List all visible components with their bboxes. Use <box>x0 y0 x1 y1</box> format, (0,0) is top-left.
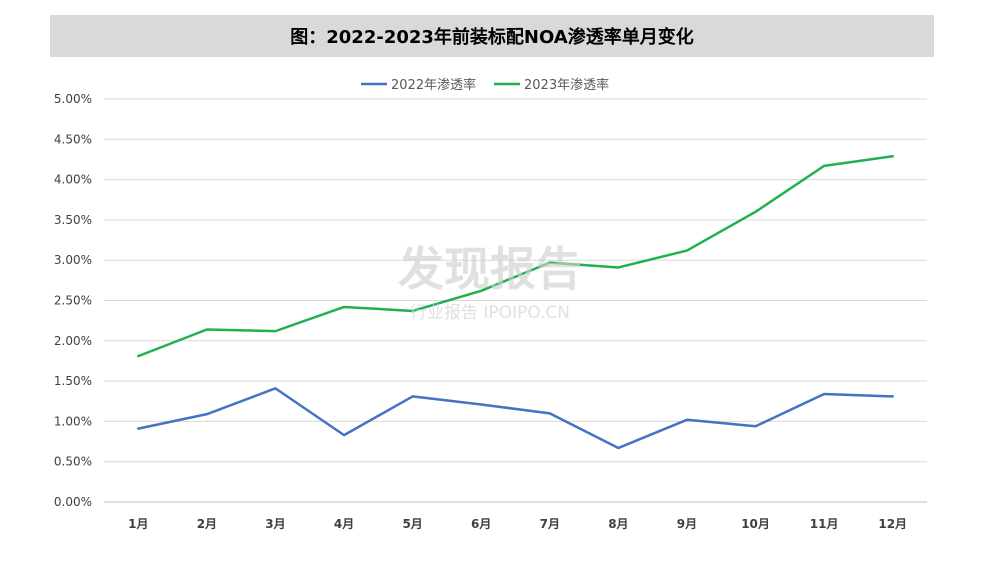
y-axis-ticks: 0.00% 0.50% 1.00% 1.50% 2.00% 2.50% 3.00% 3.50%… <box>54 92 92 509</box>
series-line-1 <box>137 387 894 450</box>
y-tick-label: 4.00% <box>54 173 92 187</box>
y-tick-label: 4.50% <box>54 132 92 146</box>
series-line-2 <box>137 154 894 358</box>
x-tick-label: 1月 <box>128 517 148 531</box>
legend-label: 2023年渗透率 <box>524 77 609 93</box>
x-tick-label: 5月 <box>402 517 422 531</box>
y-tick-label: 3.50% <box>54 213 92 227</box>
chart-title: 图：2022-2023年前装标配NOA渗透率单月变化 <box>290 27 694 48</box>
x-tick-label: 9月 <box>677 517 697 531</box>
watermark-brand: 发现报告 <box>398 242 582 296</box>
x-tick-label: 8月 <box>608 517 628 531</box>
y-tick-label: 5.00% <box>54 92 92 106</box>
y-tick-label: 1.50% <box>54 374 92 388</box>
y-tick-label: 0.00% <box>54 495 92 509</box>
x-tick-label: 12月 <box>878 517 907 531</box>
y-tick-label: 3.00% <box>54 253 92 267</box>
y-tick-label: 2.50% <box>54 294 92 308</box>
y-tick-label: 2.00% <box>54 334 92 348</box>
series-lines <box>137 154 894 450</box>
watermark: 发现报告 行业报告 IPOIPO.CN <box>398 242 582 323</box>
x-tick-label: 10月 <box>741 517 770 531</box>
legend-label: 2022年渗透率 <box>391 77 476 93</box>
x-axis-ticks: 1月 2月 3月 4月 5月 6月 7月 8月 9月 10月 11月 12月 <box>128 517 907 531</box>
x-tick-label: 11月 <box>810 517 839 531</box>
x-tick-label: 2月 <box>197 517 217 531</box>
y-tick-label: 0.50% <box>54 455 92 469</box>
legend: 2022年渗透率 2023年渗透率 <box>361 77 609 93</box>
chart-title-bar: 图：2022-2023年前装标配NOA渗透率单月变化 <box>50 15 934 57</box>
x-tick-label: 6月 <box>471 517 491 531</box>
watermark-sub: 行业报告 IPOIPO.CN <box>410 303 570 323</box>
x-tick-label: 4月 <box>334 517 354 531</box>
y-tick-label: 1.00% <box>54 414 92 428</box>
x-tick-label: 3月 <box>265 517 285 531</box>
gridlines <box>104 98 927 503</box>
x-tick-label: 7月 <box>540 517 560 531</box>
